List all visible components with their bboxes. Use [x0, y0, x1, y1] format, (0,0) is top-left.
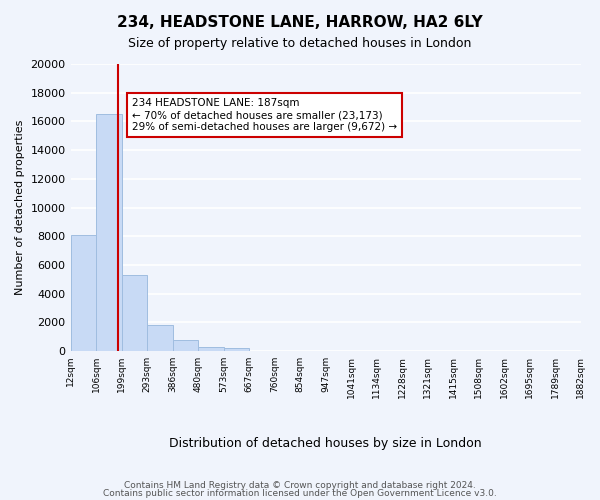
X-axis label: Distribution of detached houses by size in London: Distribution of detached houses by size …	[169, 437, 482, 450]
Bar	[224, 348, 249, 351]
Bar	[147, 326, 173, 351]
Bar	[122, 275, 147, 351]
Y-axis label: Number of detached properties: Number of detached properties	[15, 120, 25, 295]
Text: Contains HM Land Registry data © Crown copyright and database right 2024.: Contains HM Land Registry data © Crown c…	[124, 481, 476, 490]
Bar	[198, 347, 224, 351]
Text: Size of property relative to detached houses in London: Size of property relative to detached ho…	[128, 38, 472, 51]
Bar	[173, 340, 198, 351]
Bar	[96, 114, 122, 351]
Text: 234 HEADSTONE LANE: 187sqm
← 70% of detached houses are smaller (23,173)
29% of : 234 HEADSTONE LANE: 187sqm ← 70% of deta…	[132, 98, 397, 132]
Bar	[71, 235, 96, 351]
Text: 234, HEADSTONE LANE, HARROW, HA2 6LY: 234, HEADSTONE LANE, HARROW, HA2 6LY	[117, 15, 483, 30]
Text: Contains public sector information licensed under the Open Government Licence v3: Contains public sector information licen…	[103, 488, 497, 498]
